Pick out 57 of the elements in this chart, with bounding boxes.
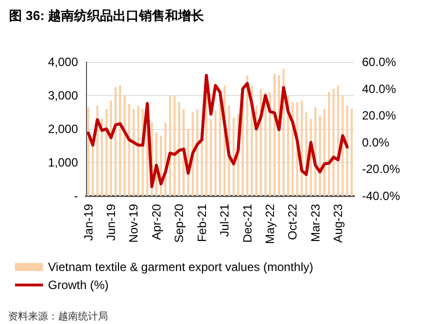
bar xyxy=(210,118,212,196)
legend-label: Vietnam textile & garment export values (monthly) xyxy=(48,260,314,274)
x-tick-label: Nov-19 xyxy=(126,204,141,243)
y-tick-label: 3,000 xyxy=(48,88,78,102)
bar xyxy=(105,108,108,196)
bar xyxy=(350,108,353,196)
y2-tick-label: 40.0% xyxy=(362,82,396,96)
x-tick-label: Mar-23 xyxy=(308,204,322,242)
bar xyxy=(246,75,248,196)
x-tick-label: Oct-22 xyxy=(286,204,300,240)
y2-tick-label: 0.0% xyxy=(362,135,390,150)
bar xyxy=(196,108,198,196)
bar xyxy=(119,85,122,196)
bar xyxy=(214,110,216,196)
x-tick-label: Aug-23 xyxy=(331,204,346,243)
x-tick-label: Sep-20 xyxy=(172,204,186,243)
x-tick-label: Feb-21 xyxy=(194,204,209,242)
bar xyxy=(137,106,140,196)
chart-title: 图 36: 越南纺织品出口销售和增长 xyxy=(9,8,206,23)
x-tick-label: May-22 xyxy=(262,204,277,244)
x-tick-label: Dec-21 xyxy=(240,204,254,243)
bar xyxy=(328,92,330,196)
line-series xyxy=(86,74,349,188)
y-tick-label: 2,000 xyxy=(48,122,78,136)
bar xyxy=(132,108,135,196)
bar xyxy=(169,96,172,196)
y-tick-label: 1,000 xyxy=(48,156,78,170)
y2-tick-label: -40.0% xyxy=(362,189,400,203)
bar xyxy=(174,96,176,196)
bar xyxy=(128,104,130,196)
bar xyxy=(100,118,103,196)
bar xyxy=(268,92,271,196)
bar xyxy=(318,116,321,196)
y-tick-label: 4,000 xyxy=(48,55,78,69)
y-tick-label: - xyxy=(74,189,78,203)
y2-tick-label: 60.0% xyxy=(362,55,396,69)
bar xyxy=(178,102,180,196)
bar xyxy=(114,87,117,196)
y2-tick-label: -20.0% xyxy=(362,162,400,176)
bar xyxy=(332,88,335,196)
bar xyxy=(337,85,340,196)
bar xyxy=(323,108,326,196)
text: 资料来源：越南统计局 xyxy=(8,310,108,322)
x-tick-label: Jun-19 xyxy=(104,204,118,241)
x-tick-label: Jan-19 xyxy=(81,204,96,241)
x-tick-label: Jul-21 xyxy=(218,204,232,237)
bar xyxy=(346,106,348,196)
x-tick-label: Apr-20 xyxy=(149,204,164,240)
bar xyxy=(232,117,235,196)
bar xyxy=(273,74,276,196)
bar xyxy=(110,100,112,196)
bar xyxy=(205,96,208,196)
bar xyxy=(218,98,222,196)
legend-label: Growth (%) xyxy=(48,278,109,292)
y2-tick-label: 20.0% xyxy=(362,108,396,123)
bar xyxy=(87,107,90,196)
bar xyxy=(124,96,126,196)
